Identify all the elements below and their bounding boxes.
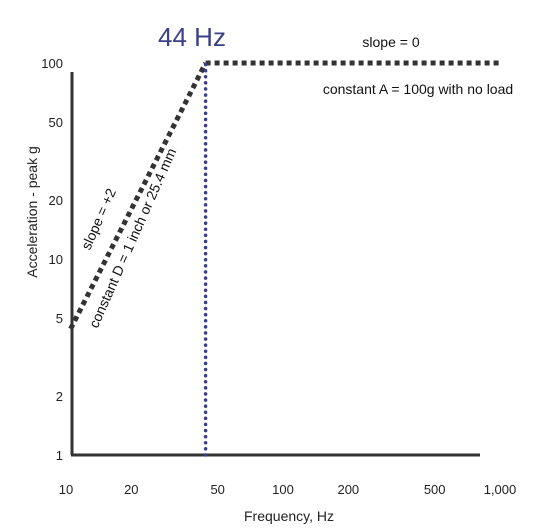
series-line-0 [68,61,208,331]
y-tick-labels: 1 2 5 10 20 50 100 [41,56,63,463]
y-axis-label: Acceleration - peak g [24,146,40,278]
y-tick-label: 50 [49,115,63,130]
x-axis-label: Frequency, Hz [244,508,334,524]
x-tick-label: 20 [124,482,138,497]
y-tick-label: 1 [56,448,63,463]
marker-frequency-label: 44 Hz [158,22,226,52]
y-tick-label: 5 [56,311,63,326]
x-tick-label: 10 [59,482,73,497]
slope-two-label: slope = +2 [78,186,119,252]
y-tick-label: 2 [56,389,63,404]
constant-d-label: constant D = 1 inch or 25.4 mm [85,146,179,331]
slope-zero-label: slope = 0 [362,34,419,50]
x-tick-label: 500 [424,482,446,497]
x-tick-label: 1,000 [484,482,517,497]
x-tick-label: 200 [337,482,359,497]
x-tick-labels: 10 20 50 100 200 500 1,000 [59,482,517,497]
y-tick-label: 100 [41,56,63,71]
x-tick-label: 50 [210,482,224,497]
y-tick-label: 20 [49,193,63,208]
y-tick-label: 10 [49,252,63,267]
constant-a-label: constant A = 100g with no load [323,81,513,97]
series-layer [68,60,500,457]
x-tick-label: 100 [272,482,294,497]
